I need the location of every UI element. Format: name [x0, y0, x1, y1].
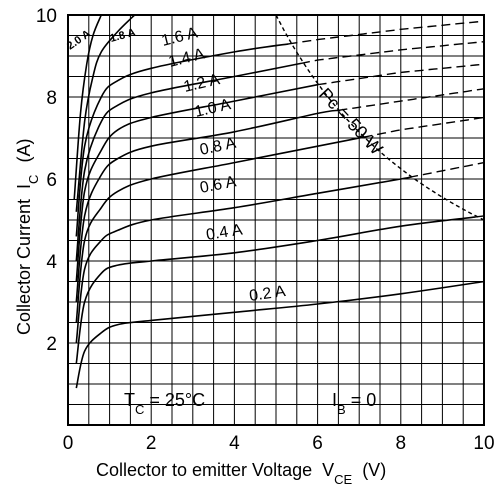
x-tick-labels: 0 2 4 6 8 10	[63, 433, 495, 454]
y-tick-6: 6	[46, 170, 57, 191]
x-axis-title: Collector to emitter Voltage VCE (V)	[96, 460, 386, 487]
curve-dashed-1-2-a	[317, 63, 485, 86]
curve-0-4-a	[75, 216, 476, 364]
y-tick-2: 2	[46, 334, 57, 355]
plot-border	[67, 14, 485, 426]
x-tick-8: 8	[396, 433, 407, 454]
curve-label-1-8a: 1.8 A	[109, 27, 137, 45]
x-tick-10: 10	[473, 433, 494, 454]
y-tick-10: 10	[36, 6, 57, 27]
curve-label-0-4a: 0.4 A	[205, 221, 244, 244]
pc-label: Pc = 50 W	[315, 84, 387, 159]
x-tick-6: 6	[312, 433, 323, 454]
curve-label-1-2a: 1.2 A	[182, 71, 222, 96]
curve-label-0-2a: 0.2 A	[248, 283, 287, 305]
curve-label-1-6a: 1.6 A	[160, 24, 200, 49]
plot-frame	[67, 14, 485, 426]
y-axis-title: Collector CurrentIC(A)	[14, 139, 41, 335]
x-tick-4: 4	[229, 433, 240, 454]
curve-1-4-a	[75, 62, 302, 262]
curve-0-6-a	[75, 176, 411, 344]
y-tick-4: 4	[46, 252, 57, 273]
curve-dashed-0-8-a	[363, 116, 485, 138]
curve-1-0-a	[75, 109, 339, 303]
curve-dashed-1-6-a	[288, 20, 485, 45]
curve-dashed-1-4-a	[300, 41, 485, 65]
x-tick-2: 2	[146, 433, 157, 454]
y-tick-8: 8	[46, 88, 57, 109]
ib-annotation: IB = 0	[332, 390, 376, 417]
y-tick-labels: 2 4 6 8 10	[36, 6, 58, 355]
curve-2-0-a	[73, 14, 103, 200]
curve-1-2-a	[75, 83, 318, 282]
curve-dashed-0-6-a	[408, 161, 485, 179]
curve-0-2-a	[75, 280, 485, 389]
curve-dashed-1-0-a	[338, 88, 485, 111]
x-tick-0: 0	[63, 433, 74, 454]
tc-annotation: TC = 25°C	[124, 390, 205, 417]
curve-1-8-a	[75, 14, 136, 212]
curve-label-1-4a: 1.4 A	[167, 45, 207, 70]
curve-label-0-6a: 0.6 A	[199, 173, 238, 197]
curve-0-8-a	[75, 136, 364, 323]
grid	[68, 15, 484, 425]
curve-1-6-a	[75, 43, 289, 237]
curve-dashed-0-4-a	[475, 215, 485, 218]
characteristic-curves	[73, 14, 485, 389]
